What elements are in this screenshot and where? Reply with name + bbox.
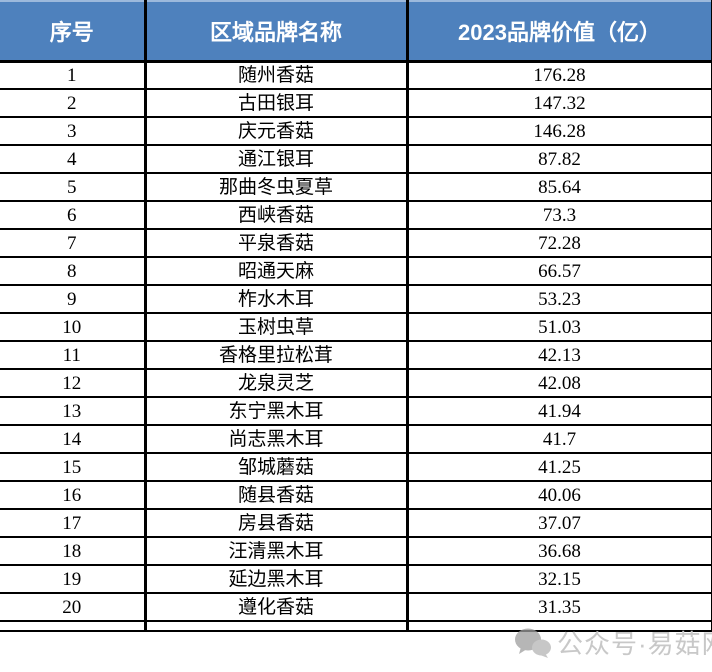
cell-rank: 6 xyxy=(0,201,145,230)
cell-brand-name: 古田银耳 xyxy=(143,89,407,118)
cell-rank: 14 xyxy=(0,425,145,454)
table-header: 序号 区域品牌名称 2023品牌价值（亿） xyxy=(0,0,712,63)
cell-brand-name: 平泉香菇 xyxy=(143,229,407,258)
cell-brand-name: 遵化香菇 xyxy=(143,593,407,622)
cell-brand-name: 东宁黑木耳 xyxy=(143,397,407,426)
table-row: 6 西峡香菇 73.3 xyxy=(0,201,712,230)
col-header-brand-name: 区域品牌名称 xyxy=(143,0,407,63)
cell-rank: 16 xyxy=(0,481,145,510)
cell-rank: 13 xyxy=(0,397,145,426)
cell-rank: 18 xyxy=(0,537,145,566)
cell-rank: 10 xyxy=(0,313,145,342)
cell-brand-value: 87.82 xyxy=(405,145,712,174)
cell-brand-name: 随州香菇 xyxy=(143,61,407,90)
cell-brand-value: 37.07 xyxy=(405,509,712,538)
table-row: 14 尚志黑木耳 41.7 xyxy=(0,425,712,454)
table-row: 4 通江银耳 87.82 xyxy=(0,145,712,174)
cell-brand-value: 42.13 xyxy=(405,341,712,370)
table-row: 3 庆元香菇 146.28 xyxy=(0,117,712,146)
table-row: 11 香格里拉松茸 42.13 xyxy=(0,341,712,370)
cell-brand-name: 那曲冬虫夏草 xyxy=(143,173,407,202)
cell-rank: 5 xyxy=(0,173,145,202)
cell-rank: 4 xyxy=(0,145,145,174)
cell-brand-name: 延边黑木耳 xyxy=(143,565,407,594)
cell-brand-name: 昭通天麻 xyxy=(143,257,407,286)
cell-brand-value: 42.08 xyxy=(405,369,712,398)
table-row: 8 昭通天麻 66.57 xyxy=(0,257,712,286)
table-body: 1 随州香菇 176.28 2 古田银耳 147.32 3 庆元香菇 146.2… xyxy=(0,61,712,622)
partial-row xyxy=(0,621,712,632)
cell-rank: 1 xyxy=(0,61,145,90)
table-row: 18 汪清黑木耳 36.68 xyxy=(0,537,712,566)
cell-rank: 8 xyxy=(0,257,145,286)
table-row: 12 龙泉灵芝 42.08 xyxy=(0,369,712,398)
table-row: 7 平泉香菇 72.28 xyxy=(0,229,712,258)
cell-rank: 20 xyxy=(0,593,145,622)
cell-brand-name: 香格里拉松茸 xyxy=(143,341,407,370)
cell-brand-value: 51.03 xyxy=(405,313,712,342)
cell-brand-name: 柞水木耳 xyxy=(143,285,407,314)
cell-brand-value: 72.28 xyxy=(405,229,712,258)
cell-brand-name: 汪清黑木耳 xyxy=(143,537,407,566)
cell-brand-value: 85.64 xyxy=(405,173,712,202)
table-row: 20 遵化香菇 31.35 xyxy=(0,593,712,622)
table-row: 16 随县香菇 40.06 xyxy=(0,481,712,510)
cell-rank: 9 xyxy=(0,285,145,314)
brand-value-table: 序号 区域品牌名称 2023品牌价值（亿） 1 随州香菇 176.28 2 古田… xyxy=(0,0,712,632)
col-header-index: 序号 xyxy=(0,0,145,63)
cell-brand-value: 40.06 xyxy=(405,481,712,510)
cell-rank: 12 xyxy=(0,369,145,398)
cell-brand-name: 通江银耳 xyxy=(143,145,407,174)
table-row: 1 随州香菇 176.28 xyxy=(0,61,712,90)
cell-brand-value: 73.3 xyxy=(405,201,712,230)
cell-brand-value: 41.7 xyxy=(405,425,712,454)
cell-brand-value: 53.23 xyxy=(405,285,712,314)
header-row: 序号 区域品牌名称 2023品牌价值（亿） xyxy=(0,0,712,63)
table-row: 15 邹城蘑菇 41.25 xyxy=(0,453,712,482)
cell-brand-name: 西峡香菇 xyxy=(143,201,407,230)
cell-brand-name: 庆元香菇 xyxy=(143,117,407,146)
cell-brand-name: 随县香菇 xyxy=(143,481,407,510)
cell-brand-value: 31.35 xyxy=(405,593,712,622)
cell-rank: 15 xyxy=(0,453,145,482)
cell-brand-value: 146.28 xyxy=(405,117,712,146)
cell-rank: 17 xyxy=(0,509,145,538)
cell-brand-name: 邹城蘑菇 xyxy=(143,453,407,482)
table-row: 10 玉树虫草 51.03 xyxy=(0,313,712,342)
table-row: 9 柞水木耳 53.23 xyxy=(0,285,712,314)
cell-brand-name: 龙泉灵芝 xyxy=(143,369,407,398)
cell-brand-value: 32.15 xyxy=(405,565,712,594)
table-row: 17 房县香菇 37.07 xyxy=(0,509,712,538)
cell-brand-value: 66.57 xyxy=(405,257,712,286)
cell-rank: 19 xyxy=(0,565,145,594)
table-row: 13 东宁黑木耳 41.94 xyxy=(0,397,712,426)
cell-brand-value: 36.68 xyxy=(405,537,712,566)
cell-brand-value: 176.28 xyxy=(405,61,712,90)
col-header-brand-value: 2023品牌价值（亿） xyxy=(405,0,712,63)
cell-brand-name: 玉树虫草 xyxy=(143,313,407,342)
cell-rank: 7 xyxy=(0,229,145,258)
table-row: 2 古田银耳 147.32 xyxy=(0,89,712,118)
cell-brand-name: 房县香菇 xyxy=(143,509,407,538)
cell-rank: 11 xyxy=(0,341,145,370)
cell-rank: 2 xyxy=(0,89,145,118)
cell-rank: 3 xyxy=(0,117,145,146)
cell-brand-value: 41.25 xyxy=(405,453,712,482)
table-clipped-row xyxy=(0,621,712,632)
table-row: 5 那曲冬虫夏草 85.64 xyxy=(0,173,712,202)
table-row: 19 延边黑木耳 32.15 xyxy=(0,565,712,594)
cell-brand-value: 147.32 xyxy=(405,89,712,118)
cell-brand-name: 尚志黑木耳 xyxy=(143,425,407,454)
cell-brand-value: 41.94 xyxy=(405,397,712,426)
